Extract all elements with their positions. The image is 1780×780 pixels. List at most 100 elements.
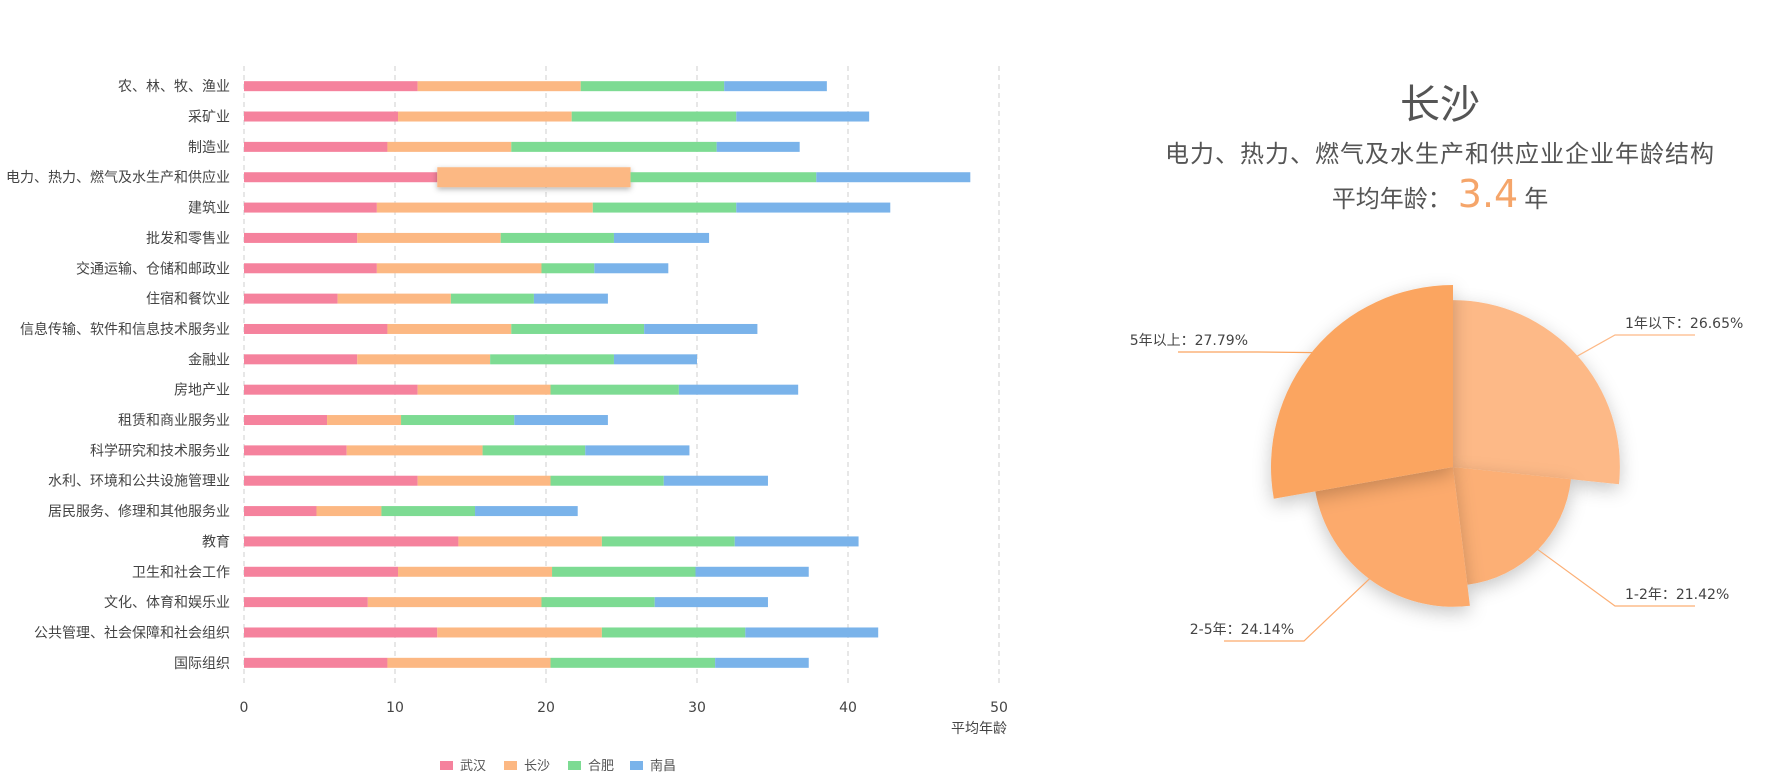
bar-segment (244, 354, 358, 365)
legend-label: 南昌 (650, 758, 676, 774)
bar-segment (511, 141, 717, 152)
category-label: 批发和零售业 (146, 231, 230, 247)
bar-segment (244, 566, 399, 577)
bar-segment (244, 384, 418, 395)
pie-slice (1315, 467, 1470, 607)
bar-segment (244, 415, 328, 426)
bar-segment (244, 81, 418, 92)
bar-segment (244, 293, 338, 304)
bar-segment (244, 202, 377, 213)
category-label: 农、林、牧、渔业 (118, 79, 230, 95)
category-label: 文化、体育和娱乐业 (104, 595, 230, 611)
category-label: 水利、环境和公共设施管理业 (48, 474, 230, 490)
pie-leader-line (1534, 546, 1695, 607)
bar-segment (458, 536, 602, 547)
bar-segment (244, 172, 438, 183)
average-age-unit: 年 (1524, 185, 1549, 213)
pie-slice (1271, 285, 1453, 499)
category-label: 制造业 (188, 140, 230, 156)
bar-segment (387, 657, 551, 668)
bar-segment (244, 506, 317, 517)
legend-label: 合肥 (588, 759, 614, 774)
bar-segment (346, 445, 483, 456)
x-tick-label: 30 (688, 700, 706, 716)
bar-segment (736, 202, 891, 213)
pie-slice-label: 1-2年：21.42% (1625, 587, 1729, 603)
bar-segment (337, 293, 451, 304)
category-label: 国际组织 (174, 656, 230, 672)
stacked-bar-chart: 农、林、牧、渔业采矿业制造业电力、热力、燃气及水生产和供应业建筑业批发和零售业交… (6, 66, 1008, 774)
bar-segment (571, 111, 737, 122)
bar-segment (663, 475, 768, 486)
category-label: 电力、热力、燃气及水生产和供应业 (6, 169, 230, 186)
x-tick-label: 20 (537, 700, 555, 716)
legend-swatch (440, 761, 453, 770)
bar-segment (490, 354, 614, 365)
category-label: 交通运输、仓储和邮政业 (76, 260, 230, 277)
bar-segment (630, 172, 817, 183)
bar-segment (816, 172, 971, 183)
bar-segment (550, 475, 664, 486)
bar-segment (398, 111, 572, 122)
pie-chart-title: 电力、热力、燃气及水生产和供应业企业年龄结构 (1165, 140, 1715, 168)
bar-segment (695, 566, 809, 577)
x-tick-label: 50 (990, 700, 1008, 716)
pie-city-title: 长沙 (1400, 82, 1480, 128)
category-label: 房地产业 (174, 383, 230, 399)
bar-segment (401, 415, 515, 426)
legend-label: 长沙 (524, 759, 550, 774)
bar-segment (244, 627, 438, 638)
bar-segment (613, 232, 710, 243)
bar-segment (613, 354, 697, 365)
x-tick-label: 10 (386, 700, 404, 716)
legend-swatch (568, 761, 581, 770)
bar-segment (601, 627, 746, 638)
legend-label: 武汉 (460, 759, 486, 774)
bar-segment (475, 506, 578, 517)
category-label: 卫生和社会工作 (132, 565, 230, 581)
bar-segment (533, 293, 608, 304)
bar-segment (550, 384, 679, 395)
bar-segment (387, 323, 512, 334)
x-tick-label: 40 (839, 700, 857, 716)
bar-segment (734, 536, 859, 547)
bar-segment (244, 445, 347, 456)
bar-segment (678, 384, 799, 395)
bar-segment (715, 657, 809, 668)
bar-segment (244, 111, 399, 122)
average-age-label: 平均年龄： (1331, 185, 1452, 213)
bar-segment (417, 384, 551, 395)
x-axis-title: 平均年龄 (951, 721, 1007, 737)
bar-segment (244, 657, 388, 668)
average-age-value: 3.4 (1457, 172, 1519, 216)
category-label: 住宿和餐饮业 (146, 291, 230, 308)
bar-segment (644, 323, 758, 334)
bar-segment (244, 597, 368, 608)
legend-swatch (504, 761, 517, 770)
x-tick-label: 0 (240, 700, 249, 716)
pie-leader-line (1573, 334, 1695, 359)
bar-segment (585, 445, 690, 456)
legend-swatch (630, 761, 643, 770)
bar-segment (437, 627, 602, 638)
bar-segment (244, 323, 388, 334)
bar-segment (376, 263, 542, 274)
category-label: 租赁和商业服务业 (118, 413, 230, 429)
bar-segment (381, 506, 476, 517)
bar-segment (398, 566, 553, 577)
bar-segment (541, 597, 655, 608)
bar-segment (367, 597, 542, 608)
category-label: 居民服务、修理和其他服务业 (48, 504, 230, 520)
average-age: 平均年龄： 3.4 年 (1100, 172, 1780, 216)
bar-segment (244, 263, 377, 274)
category-label: 教育 (202, 534, 230, 550)
pie-slice-label: 5年以上：27.79% (1130, 333, 1248, 349)
bar-segment (716, 141, 800, 152)
pie-slice-label: 1年以下：26.65% (1625, 316, 1743, 332)
rose-pie-chart: 1年以下：26.65% 1-2年：21.42% 2-5年：24.14% 5年以上：27… (1130, 285, 1743, 642)
bar-segment (511, 323, 645, 334)
bar-segment (580, 81, 725, 92)
pie-slice (1453, 467, 1571, 585)
bar-segment (736, 111, 870, 122)
bar-segment (500, 232, 614, 243)
